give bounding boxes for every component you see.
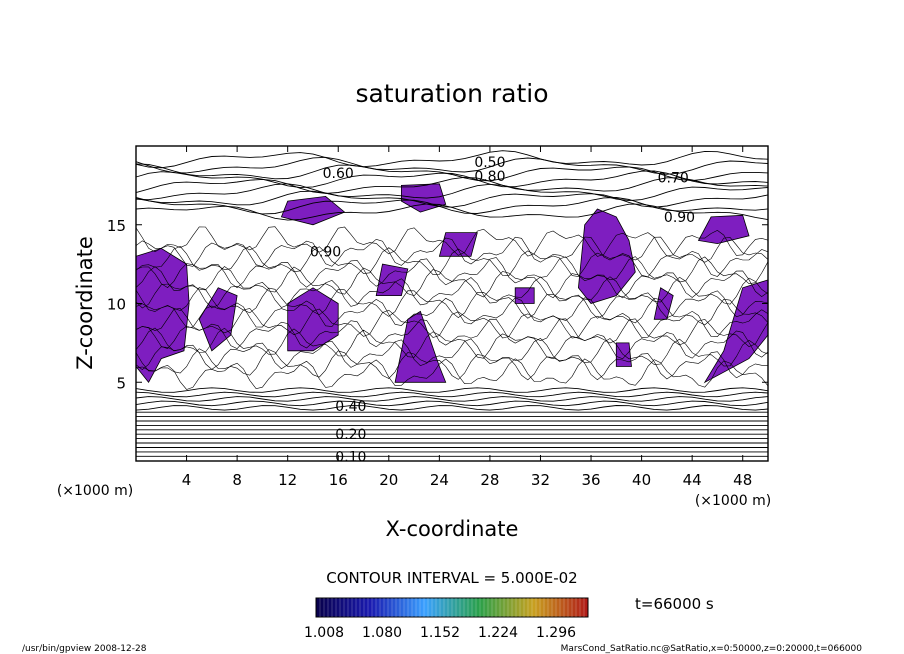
supersaturated-region: [198, 287, 238, 352]
x-tick-label: 20: [379, 471, 398, 489]
contour-label: 0.60: [323, 166, 354, 182]
contour-line: [135, 226, 769, 257]
plot-area: 0.50 0.60 0.80 0.70 0.90 0.90 0.40 0.20 0.10: [135, 145, 769, 466]
contour-line: [135, 396, 769, 402]
contour-line: [135, 405, 769, 411]
contour-label: 0.80: [474, 169, 505, 185]
x-tick-label: 32: [531, 471, 550, 489]
x-tick-label: 16: [329, 471, 348, 489]
contour-interval-text: CONTOUR INTERVAL = 5.000E-02: [326, 569, 577, 587]
contour-line: [135, 170, 769, 189]
contour-line: [135, 348, 768, 381]
supersaturated-region: [280, 195, 346, 226]
contour-line: [135, 183, 769, 202]
contour-line: [135, 358, 769, 390]
colorbar-tick-label: 1.008: [304, 625, 344, 641]
contour-line: [135, 318, 769, 350]
contour-line: [135, 150, 769, 169]
colorbar-tick-label: 1.224: [478, 625, 518, 641]
y-axis-ticks: 5 10 15: [107, 217, 768, 392]
x-tick-label: 4: [182, 471, 192, 489]
contour-line: [135, 197, 769, 215]
x-unit-left: (×1000 m): [57, 483, 133, 499]
contour-line: [135, 400, 769, 407]
supersaturated-region: [514, 287, 535, 304]
contour-line: [135, 163, 769, 182]
x-tick-label: 36: [581, 471, 600, 489]
y-tick-label: 15: [107, 217, 126, 235]
supersaturated-region: [438, 232, 478, 257]
contour-label: 0.10: [335, 449, 366, 465]
contour-line: [135, 245, 769, 278]
contour-line: [135, 156, 769, 175]
contour-label: 0.20: [335, 427, 366, 443]
contour-label: 0.70: [658, 171, 689, 187]
contour-line: [135, 176, 769, 194]
x-tick-label: 44: [683, 471, 702, 489]
y-tick-label: 5: [116, 374, 126, 392]
colorbar-tick-label: 1.152: [420, 625, 460, 641]
supersaturated-region: [577, 208, 636, 304]
contour-line: [135, 256, 769, 289]
footer-left: /usr/bin/gpview 2008-12-28: [22, 644, 147, 654]
supersaturated-region: [615, 342, 632, 367]
contour-line: [135, 236, 769, 267]
contour-label: 0.90: [664, 210, 695, 226]
contour-line: [135, 308, 769, 339]
contour-line: [135, 338, 769, 370]
supersaturated-region: [375, 263, 409, 296]
y-axis-label: Z-coordinate: [73, 236, 97, 370]
contour-line: [135, 327, 769, 360]
footer-right: MarsCond_SatRatio.nc@SatRatio,x=0:50000,…: [561, 644, 863, 654]
x-axis-label: X-coordinate: [386, 517, 519, 541]
x-tick-label: 48: [733, 471, 752, 489]
contour-label: 0.50: [474, 155, 505, 171]
contour-line: [135, 297, 769, 328]
time-label: t=66000 s: [635, 595, 714, 613]
x-unit-right: (×1000 m): [695, 493, 771, 509]
contour-labels: 0.50 0.60 0.80 0.70 0.90 0.90 0.40 0.20 0.10: [310, 155, 695, 466]
supersaturated-region: [135, 247, 190, 384]
x-tick-label: 8: [232, 471, 242, 489]
x-tick-label: 12: [278, 471, 297, 489]
contour-line: [135, 276, 769, 309]
supersaturated-region: [287, 287, 339, 352]
x-tick-label: 24: [430, 471, 449, 489]
colorbar-gradient: [315, 597, 589, 618]
x-axis-ticks: 4 8 12 16 20 24 28 32 36 40 44 48: [182, 146, 752, 489]
contour-line: [135, 287, 769, 319]
supersaturated-region: [697, 214, 750, 245]
contour-line: [135, 387, 769, 393]
contour-label: 0.40: [335, 399, 366, 415]
supersaturated-region: [653, 287, 674, 320]
x-tick-label: 40: [632, 471, 651, 489]
contour-line: [135, 190, 769, 208]
supersaturated-region: [394, 310, 447, 383]
contour-lines: [135, 150, 769, 457]
colorbar-tick-label: 1.296: [536, 625, 576, 641]
colorbar: 1.008 1.080 1.152 1.224 1.296: [304, 597, 589, 641]
contour-label: 0.90: [310, 245, 341, 261]
x-tick-label: 28: [480, 471, 499, 489]
chart-title: saturation ratio: [355, 79, 548, 108]
contour-line: [135, 391, 769, 398]
colorbar-tick-label: 1.080: [362, 625, 402, 641]
y-tick-label: 10: [107, 296, 126, 314]
